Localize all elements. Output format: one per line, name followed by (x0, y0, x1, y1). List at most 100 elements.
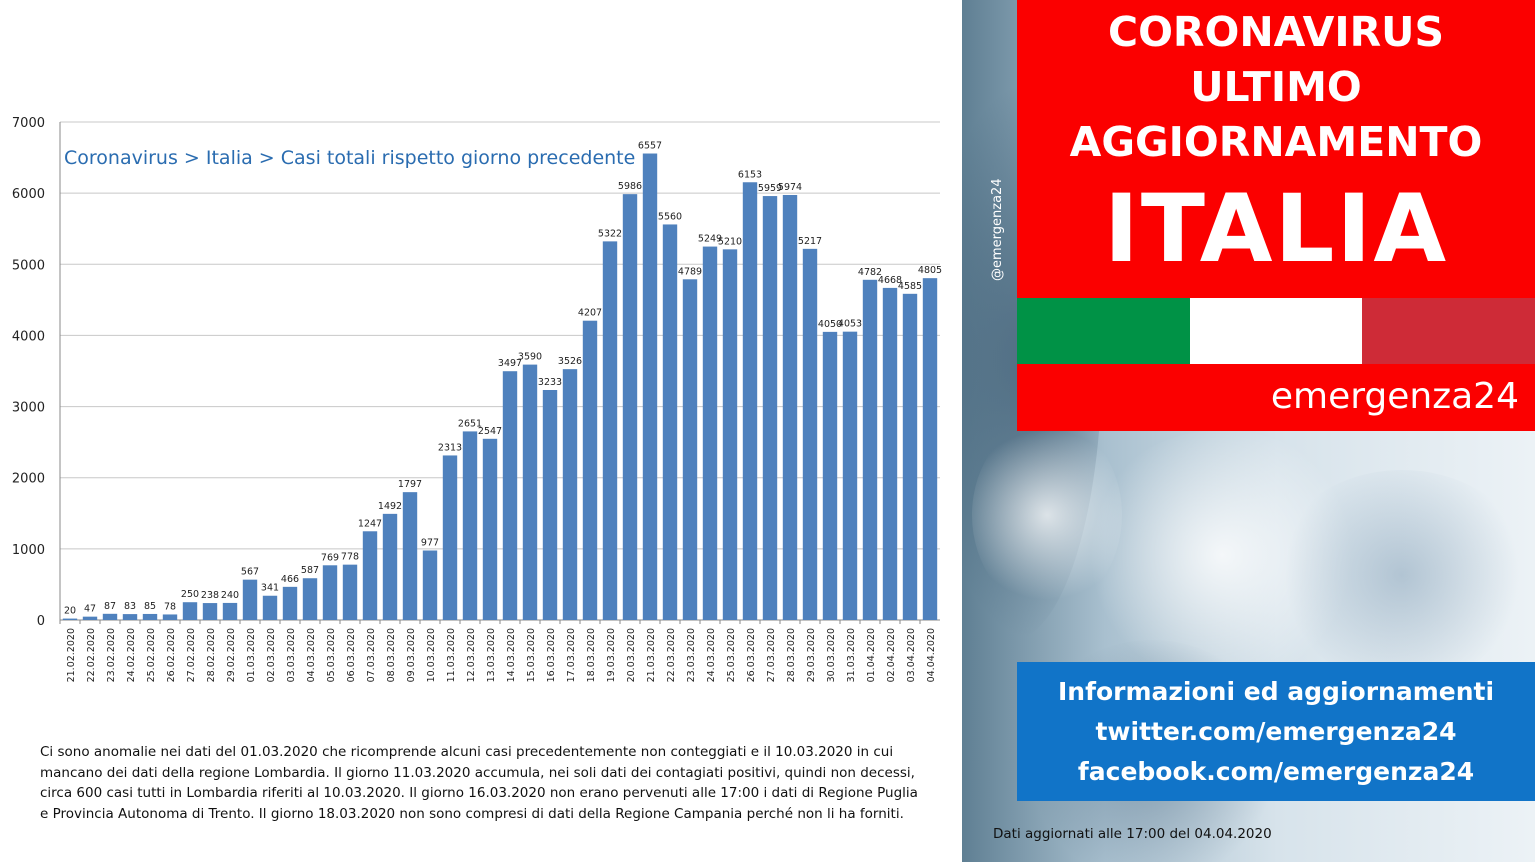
data-label: 341 (261, 583, 279, 594)
info-box: Informazioni ed aggiornamenti twitter.co… (1017, 662, 1535, 801)
bar (382, 513, 398, 620)
bar (702, 246, 718, 620)
x-tick-label: 03.04.2020 (906, 628, 917, 682)
bar (522, 364, 538, 620)
bar (602, 241, 618, 620)
bar (462, 431, 478, 620)
facebook-link[interactable]: facebook.com/emergenza24 (1077, 757, 1475, 786)
x-tick-label: 27.03.2020 (766, 628, 777, 682)
x-tick-label: 21.03.2020 (646, 628, 657, 682)
x-tick-label: 31.03.2020 (846, 628, 857, 682)
banner-line-3: AGGIORNAMENTO (1069, 118, 1483, 166)
flag-red-stripe (1362, 298, 1535, 364)
x-tick-label: 03.03.2020 (286, 628, 297, 682)
data-label: 4585 (898, 281, 922, 292)
bar (882, 287, 898, 620)
data-label: 4789 (678, 266, 702, 277)
x-tick-label: 13.03.2020 (486, 628, 497, 682)
bar (282, 586, 298, 620)
data-label: 5217 (798, 236, 822, 247)
brand-banner: emergenza24 (1017, 364, 1535, 431)
x-tick-label: 24.03.2020 (706, 628, 717, 682)
data-label: 6153 (738, 169, 762, 180)
data-label: 4207 (578, 308, 602, 319)
data-label: 4050 (818, 319, 842, 330)
x-tick-label: 25.02.2020 (146, 628, 157, 682)
y-tick-label: 7000 (12, 116, 45, 131)
bar (722, 249, 738, 621)
data-label: 3497 (498, 358, 522, 369)
x-tick-label: 29.02.2020 (226, 628, 237, 682)
x-tick-label: 22.03.2020 (666, 628, 677, 682)
x-tick-label: 12.03.2020 (466, 628, 477, 682)
bar (742, 182, 758, 620)
data-label: 567 (241, 567, 259, 578)
x-tick-label: 20.03.2020 (626, 628, 637, 682)
data-label: 240 (221, 590, 239, 601)
data-label: 2547 (478, 426, 502, 437)
bar (222, 602, 238, 620)
y-tick-label: 3000 (12, 401, 45, 416)
data-label: 78 (164, 601, 176, 612)
x-tick-label: 21.02.2020 (66, 628, 77, 682)
bar (262, 595, 278, 620)
chart-title: Coronavirus > Italia > Casi totali rispe… (64, 147, 636, 169)
brand-name: emergenza24 (1270, 376, 1519, 417)
data-label: 3526 (558, 356, 582, 367)
bar (182, 602, 198, 620)
x-tick-label: 18.03.2020 (586, 628, 597, 682)
bar (642, 153, 658, 620)
twitter-handle: @emergenza24 (990, 178, 1005, 282)
data-label: 83 (124, 601, 136, 612)
bar (542, 389, 558, 620)
title-banner: CORONAVIRUS ULTIMO AGGIORNAMENTO ITALIA (1017, 0, 1535, 298)
bar (782, 194, 798, 621)
data-label: 3233 (538, 377, 562, 388)
data-label: 5249 (698, 234, 722, 245)
x-tick-label: 14.03.2020 (506, 628, 517, 682)
data-label: 5322 (598, 228, 622, 239)
data-label: 769 (321, 552, 339, 563)
data-label: 1247 (358, 518, 382, 529)
bar (442, 455, 458, 620)
x-tick-label: 02.04.2020 (886, 628, 897, 682)
bar (502, 371, 518, 620)
data-label: 5560 (658, 211, 682, 222)
x-tick-label: 11.03.2020 (446, 628, 457, 682)
data-label: 85 (144, 601, 156, 612)
data-label: 1492 (378, 501, 402, 512)
italian-flag (1017, 298, 1535, 364)
data-label: 587 (301, 565, 319, 576)
y-tick-label: 1000 (12, 543, 45, 558)
bar (902, 293, 918, 620)
x-tick-label: 07.03.2020 (366, 628, 377, 682)
x-tick-label: 15.03.2020 (526, 628, 537, 682)
x-tick-label: 27.02.2020 (186, 628, 197, 682)
data-label: 3590 (518, 352, 542, 363)
bar (342, 564, 358, 620)
last-updated: Dati aggiornati alle 17:00 del 04.04.202… (993, 826, 1272, 842)
flag-white-stripe (1189, 298, 1363, 364)
bar (582, 320, 598, 620)
bar (842, 331, 858, 620)
y-tick-label: 0 (37, 614, 45, 629)
bar (62, 618, 78, 620)
x-tick-label: 24.02.2020 (126, 628, 137, 682)
data-label: 87 (104, 601, 116, 612)
x-tick-label: 26.03.2020 (746, 628, 757, 682)
data-label: 6557 (638, 141, 662, 152)
bar (82, 616, 98, 620)
x-tick-label: 10.03.2020 (426, 628, 437, 682)
twitter-link[interactable]: twitter.com/emergenza24 (1095, 717, 1457, 746)
x-tick-label: 06.03.2020 (346, 628, 357, 682)
y-tick-label: 4000 (12, 329, 45, 344)
x-tick-label: 30.03.2020 (826, 628, 837, 682)
bar (102, 613, 118, 620)
bar (242, 579, 258, 620)
x-tick-label: 05.03.2020 (326, 628, 337, 682)
data-label: 977 (421, 537, 439, 548)
bar (802, 248, 818, 620)
data-label: 1797 (398, 479, 422, 490)
x-tick-label: 29.03.2020 (806, 628, 817, 682)
bar (422, 550, 438, 620)
